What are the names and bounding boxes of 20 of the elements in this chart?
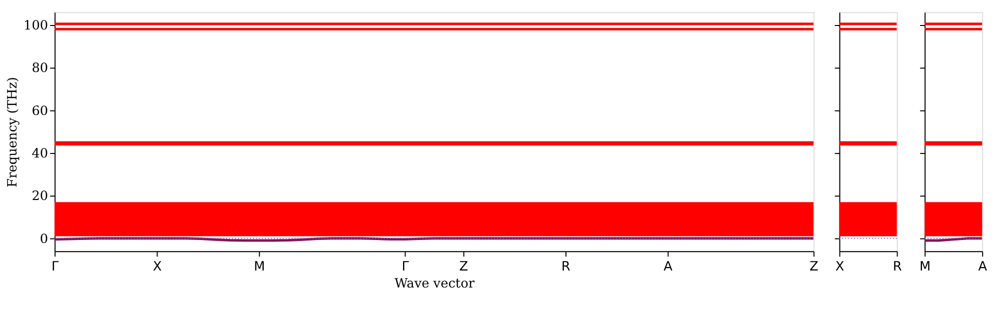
x-tick-label: Z <box>810 260 819 275</box>
x-tick-label: A <box>664 260 673 275</box>
x-tick-label: R <box>561 260 570 275</box>
x-tick-label: Γ <box>51 260 60 275</box>
x-tick-label: X <box>835 260 844 275</box>
x-tick-label: A <box>978 260 988 275</box>
y-tick-label: 40 <box>32 146 48 162</box>
x-tick-label: M <box>920 260 931 275</box>
x-tick-label: R <box>892 260 902 275</box>
y-tick-label: 60 <box>32 104 48 119</box>
x-tick-label: Γ <box>402 260 410 275</box>
x-tick-label: M <box>254 260 265 275</box>
x-tick-label: Z <box>459 260 468 275</box>
y-axis-title: Frequency (THz) <box>6 76 21 188</box>
x-tick-label: X <box>152 260 162 275</box>
y-tick-label: 100 <box>24 18 48 34</box>
x-axis-title: Wave vector <box>394 276 476 292</box>
y-tick-label: 20 <box>32 189 48 204</box>
y-tick-label: 80 <box>32 61 48 76</box>
y-tick-label: 0 <box>40 232 48 247</box>
